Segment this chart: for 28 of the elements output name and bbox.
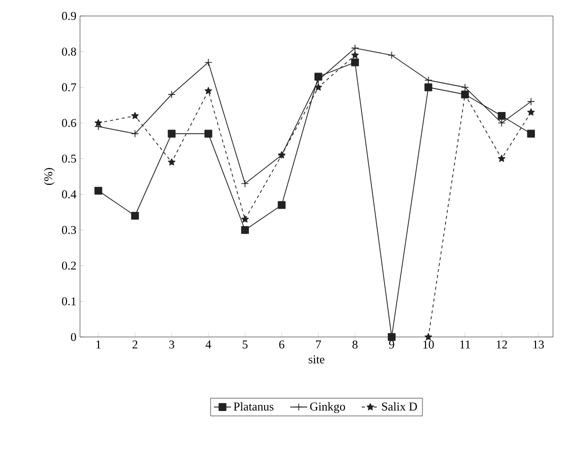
x-tick-label: 9 (389, 340, 394, 349)
x-tick-label: 10 (423, 340, 434, 349)
y-axis-title: (%) (44, 168, 55, 185)
x-tick-label: 12 (496, 340, 507, 348)
x-tick-label: 8 (352, 340, 358, 349)
y-tick-label: 0.5 (62, 154, 76, 163)
legend-label: Salix D (382, 402, 417, 411)
x-tick-label: 7 (316, 340, 321, 348)
x-axis-title: site (308, 355, 324, 364)
y-tick-label: 0.9 (62, 12, 76, 20)
y-tick-label: 0.3 (62, 226, 76, 234)
y-tick-label: 0.2 (62, 262, 76, 270)
x-tick-label: 3 (169, 340, 174, 349)
x-tick-label: 4 (206, 340, 212, 348)
x-tick-label: 2 (132, 340, 138, 348)
legend-label: Platanus (234, 402, 274, 411)
y-tick-label: 0.8 (62, 48, 76, 56)
y-tick-label: 0.1 (62, 297, 76, 306)
x-tick-label: 13 (533, 340, 544, 349)
x-tick-label: 5 (242, 340, 248, 348)
x-tick-label: 1 (96, 340, 101, 348)
y-tick-label: 0.4 (62, 190, 76, 198)
x-tick-label: 11 (460, 340, 470, 348)
y-tick-label: 0 (70, 332, 76, 342)
legend-label: Ginkgo (310, 402, 346, 414)
y-tick-label: 0.6 (62, 118, 76, 128)
y-tick-label: 0.7 (62, 83, 76, 92)
x-tick-label: 6 (279, 340, 284, 349)
